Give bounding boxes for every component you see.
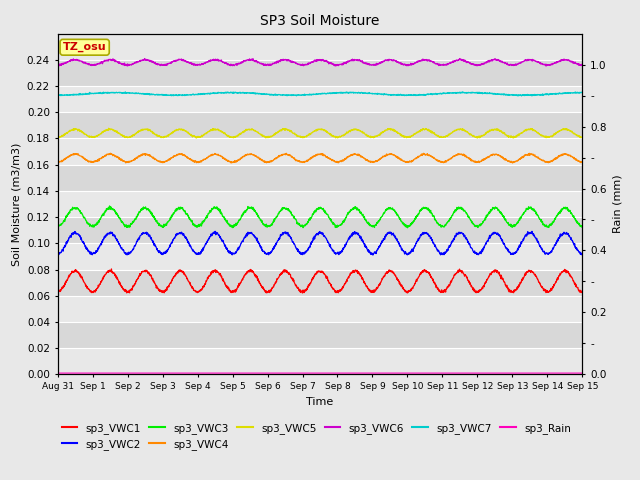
Bar [58, 191, 582, 217]
Bar [58, 165, 582, 191]
Bar [58, 348, 582, 374]
Bar [58, 270, 582, 296]
Bar [58, 296, 582, 322]
Bar [58, 217, 582, 243]
Y-axis label: Soil Moisture (m3/m3): Soil Moisture (m3/m3) [12, 142, 21, 266]
Y-axis label: Rain (mm): Rain (mm) [612, 175, 622, 233]
Bar [58, 112, 582, 138]
Bar [58, 138, 582, 165]
Bar [58, 86, 582, 112]
Bar [58, 322, 582, 348]
Bar [58, 243, 582, 270]
Title: SP3 Soil Moisture: SP3 Soil Moisture [260, 14, 380, 28]
Text: TZ_osu: TZ_osu [63, 42, 106, 52]
X-axis label: Time: Time [307, 396, 333, 407]
Legend: sp3_VWC1, sp3_VWC2, sp3_VWC3, sp3_VWC4, sp3_VWC5, sp3_VWC6, sp3_VWC7, sp3_Rain: sp3_VWC1, sp3_VWC2, sp3_VWC3, sp3_VWC4, … [58, 419, 575, 454]
Bar [58, 60, 582, 86]
